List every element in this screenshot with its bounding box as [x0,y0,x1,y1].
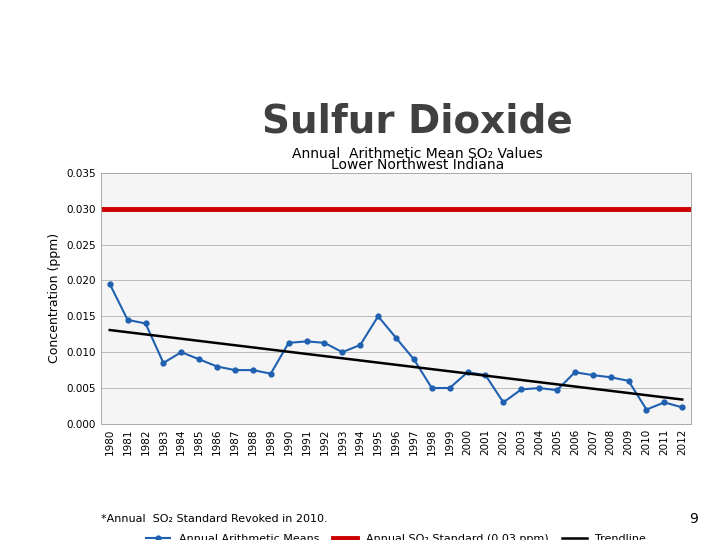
Legend: Annual Arithmetic Means, Annual SO₂ Standard (0.03 ppm), Trendline: Annual Arithmetic Means, Annual SO₂ Stan… [141,530,651,540]
Text: Annual  Arithmetic Mean SO₂ Values: Annual Arithmetic Mean SO₂ Values [292,147,543,161]
Y-axis label: Concentration (ppm): Concentration (ppm) [48,233,60,363]
Text: *Annual  SO₂ Standard Revoked in 2010.: *Annual SO₂ Standard Revoked in 2010. [101,515,328,524]
Text: 9: 9 [690,512,698,526]
Text: Sulfur Dioxide: Sulfur Dioxide [262,103,573,140]
Text: Lower Northwest Indiana: Lower Northwest Indiana [331,158,504,172]
Text: Air: Air [138,87,158,100]
Text: We Protect Hoosiers and Our Environment: We Protect Hoosiers and Our Environment [170,58,435,69]
